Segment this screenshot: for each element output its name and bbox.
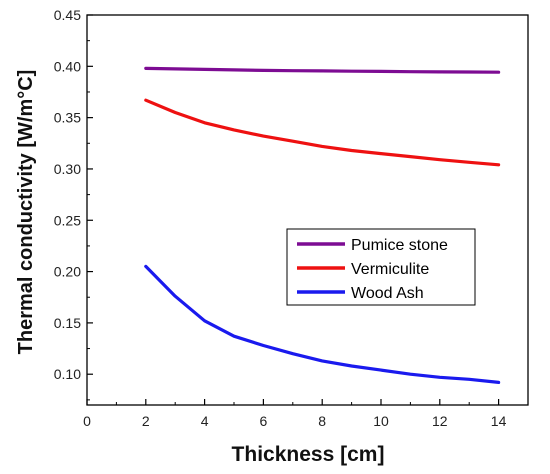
y-axis-title: Thermal conductivity [W/m°C] <box>15 70 37 355</box>
legend-label-wood-ash: Wood Ash <box>351 285 424 302</box>
y-tick-label: 0.15 <box>54 315 81 331</box>
x-tick-label: 2 <box>142 413 150 429</box>
series-lines <box>144 66 501 384</box>
y-tick-label: 0.25 <box>54 212 81 228</box>
x-tick-label: 4 <box>201 413 209 429</box>
x-tick-label: 12 <box>432 413 448 429</box>
y-tick-label: 0.10 <box>54 366 81 382</box>
y-tick-label: 0.35 <box>54 110 81 126</box>
legend: Pumice stone Vermiculite Wood Ash <box>286 228 476 306</box>
x-tick-label: 6 <box>260 413 268 429</box>
legend-label-pumice-stone: Pumice stone <box>351 237 448 254</box>
plot-frame <box>86 14 529 406</box>
y-axis-ticks: 0.10 0.15 0.20 0.25 0.30 0.35 0.40 0.45 <box>54 7 93 401</box>
series-line-pumice-stone <box>144 66 501 74</box>
y-tick-label: 0.20 <box>54 264 81 280</box>
legend-label-vermiculite: Vermiculite <box>351 261 429 278</box>
x-tick-label: 8 <box>318 413 326 429</box>
x-axis-title: Thickness [cm] <box>232 443 385 466</box>
series-line-vermiculite <box>144 98 501 167</box>
x-tick-label: 14 <box>491 413 507 429</box>
y-tick-label: 0.45 <box>54 7 81 23</box>
y-tick-label: 0.40 <box>54 58 81 74</box>
x-axis-ticks: 0 2 4 6 8 10 12 14 <box>83 399 507 429</box>
x-tick-label: 0 <box>83 413 91 429</box>
x-tick-label: 10 <box>373 413 389 429</box>
series-line-wood-ash <box>144 264 501 384</box>
y-tick-label: 0.30 <box>54 161 81 177</box>
